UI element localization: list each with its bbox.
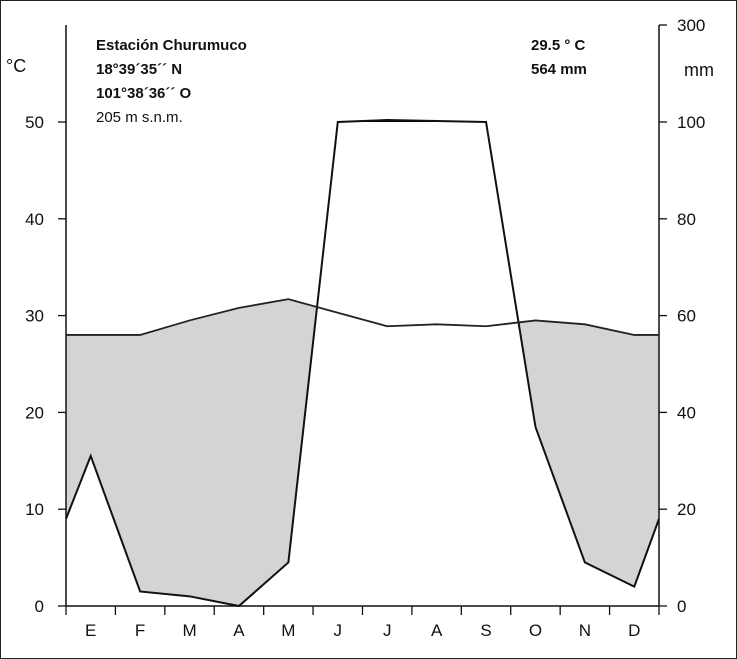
right-tick-label: 80: [677, 210, 696, 229]
right-tick-label: 100: [677, 113, 705, 132]
station-latitude: 18°39´35´´ N: [96, 61, 183, 78]
station-info: Estación Churumuco 18°39´35´´ N 101°38´3…: [96, 34, 247, 130]
month-label: M: [182, 621, 196, 640]
right-tick-label: 20: [677, 500, 696, 519]
month-label: A: [233, 621, 245, 640]
right-axis-unit: mm: [684, 60, 714, 80]
month-label: S: [480, 621, 491, 640]
station-name: Estación Churumuco: [96, 37, 247, 54]
month-label: E: [85, 621, 96, 640]
month-label: F: [135, 621, 145, 640]
left-tick-label: 0: [35, 597, 44, 616]
month-label: M: [281, 621, 295, 640]
station-altitude: 205 m s.n.m.: [96, 109, 183, 126]
station-summary: 29.5 ° C 564 mm: [531, 34, 587, 82]
left-tick-label: 50: [25, 113, 44, 132]
left-axis-unit: °C: [6, 56, 27, 76]
left-tick-label: 30: [25, 307, 44, 326]
month-label: A: [431, 621, 443, 640]
left-tick-label: 20: [25, 403, 44, 422]
station-longitude: 101°38´36´´ O: [96, 85, 192, 102]
month-label: N: [579, 621, 591, 640]
precipitation-line: [65, 119, 660, 608]
right-tick-label: 40: [677, 403, 696, 422]
month-label: J: [383, 621, 392, 640]
mean-temperature: 29.5 ° C: [531, 37, 586, 54]
left-tick-label: 10: [25, 500, 44, 519]
month-label: J: [334, 621, 343, 640]
right-tick-label: 300: [677, 16, 705, 35]
right-tick-label: 60: [677, 307, 696, 326]
left-tick-label: 40: [25, 210, 44, 229]
month-label: O: [529, 621, 542, 640]
month-label: D: [628, 621, 640, 640]
right-tick-label: 0: [677, 597, 686, 616]
temperature-line: [66, 298, 659, 336]
annual-precipitation: 564 mm: [531, 61, 587, 78]
dry-season-area: [66, 299, 659, 606]
